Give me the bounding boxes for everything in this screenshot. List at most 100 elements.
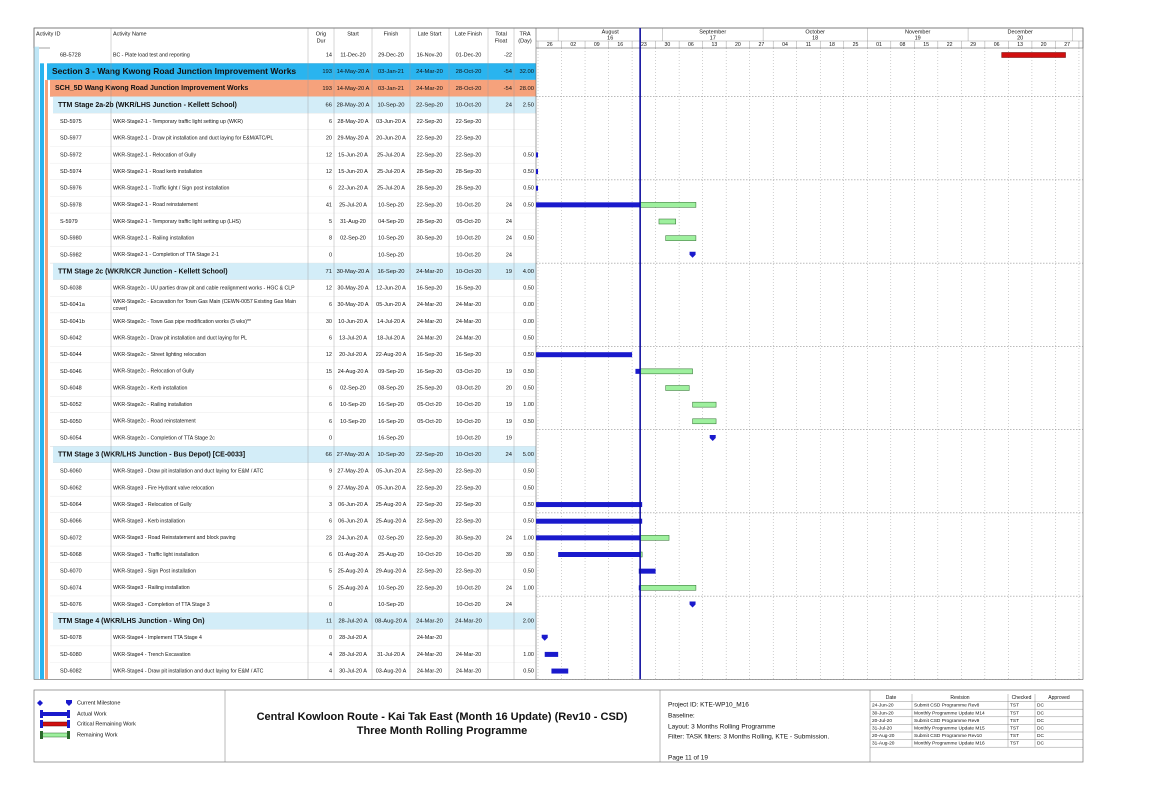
activity-name: WKR-Stage2c - Road reinstatement [113,419,196,425]
cell: 66 [326,102,332,108]
cell: 03-Oct-20 [456,385,480,391]
cell: 04-Sep-20 [378,219,404,225]
column-header: Dur [317,38,326,44]
cell: SD-6060 [60,469,82,475]
cell: 19 [506,369,512,375]
cell: 05-Oct-20 [417,402,441,408]
cell: 10-Oct-20 [456,419,480,425]
cell: 24 [506,585,512,591]
cell: 23 [326,535,332,541]
revision-cell: DC [1037,718,1044,724]
revision-cell: DC [1037,725,1044,731]
column-header: Start [347,31,359,37]
row-bg [50,396,536,413]
cell: SD-6038 [60,286,82,292]
cell: SD-6080 [60,652,82,658]
cell: 24-Mar-20 [416,619,443,625]
tree-strip [34,46,39,680]
cell: 0.50 [523,352,534,358]
actual-bar [635,368,641,374]
activity-name: BC - Plate load test and reporting [113,52,190,58]
cell: 08-Sep-20 [378,385,404,391]
cell: SD-6041a [60,302,86,308]
actual-bar [536,502,643,508]
cell: 30-May-20 A [337,286,369,292]
activity-name: WKR-Stage2c - UU parties draw pit and ca… [113,285,295,291]
revision-cell: Submit CSD Programme Rev8 [914,703,980,709]
cell: 3 [329,502,332,508]
cell: SD-6046 [60,369,82,375]
cell: 24-Mar-20 [417,302,442,308]
legend-icon [42,712,68,716]
cell: 10-Sep-20 [378,202,404,208]
actual-bar [536,152,538,158]
cell: 03-Oct-20 [456,369,480,375]
cell: SD-6062 [60,485,82,491]
legend-icon [37,700,43,706]
activity-name: Section 3 - Wang Kwong Road Junction Imp… [52,66,296,76]
cell: 29-May-20 A [337,136,369,142]
month-number: 17 [710,35,716,41]
cell: SD-6052 [60,402,82,408]
cell: 03-Jan-21 [378,86,404,92]
revision-cell: 31-Jul-20 [872,725,892,731]
cell: 39 [506,552,512,558]
activity-name: WKR-Stage3 - Relocation of Gully [113,502,192,508]
week-label: 20 [735,42,741,48]
revision-cell: TST [1010,718,1019,724]
cell: SD-5976 [60,186,82,192]
row-bg [50,129,536,147]
week-label: 09 [594,42,600,48]
milestone [689,251,696,258]
activity-name: WKR-Stage3 - Kerb installation [113,519,185,525]
column-header: (Day) [518,38,532,44]
cell: 24-Mar-20 [416,86,443,92]
remaining-bar [692,418,717,425]
cell: 31-Aug-20 [340,219,366,225]
revision-cell: DC [1037,733,1044,739]
cell: 24-Aug-20 A [338,369,369,375]
cell: 2.50 [523,102,534,108]
row-bg [50,163,536,180]
actual-bar [536,518,643,524]
activity-name: WKR-Stage2c - Kerb installation [113,385,188,391]
row-bg [50,146,536,164]
activity-name: WKR-Stage3 - Completion of TTA Stage 3 [113,602,210,608]
cell: SD-6074 [60,585,82,591]
cell: SD-6048 [60,385,82,391]
cell: 10-Oct-20 [456,452,482,458]
column-header: Activity ID [36,31,60,37]
revision-cell: 31-Aug-20 [872,741,895,747]
activity-name: WKR-Stage2-1 - Relocation of Gully [113,152,196,158]
page-number: Page 11 of 19 [668,755,708,762]
cell: 24-Mar-20 [417,652,442,658]
cell: 30-May-20 A [337,269,370,275]
cell: 05-Jun-20 A [376,485,406,491]
cell: 24-Mar-20 [416,269,443,275]
remaining-bar [639,368,693,375]
week-label: 18 [829,42,835,48]
cell: 25-Sep-20 [417,385,443,391]
cell: 12-Jun-20 A [376,286,406,292]
week-label: 30 [664,42,670,48]
cell: 0 [329,635,332,641]
legend-label: Actual Work [77,711,107,717]
actual-bar [558,552,641,557]
month-label: October [805,29,825,35]
week-label: 15 [923,42,929,48]
cell: 22-Sep-20 [456,119,482,125]
month-label: August [602,29,620,35]
actual-bar [536,352,633,358]
cell: 24-Mar-20 [456,336,481,342]
column-header: Finish [384,31,399,37]
cell: 06-Jun-20 A [338,502,368,508]
cell: 28-Sep-20 [417,169,443,175]
cell: 22-Sep-20 [417,502,443,508]
column-header: Late Finish [455,31,482,37]
activity-name: WKR-Stage2c - Excavation for Town Gas Ma… [113,299,296,312]
cell: 14-Jul-20 A [377,319,405,325]
cell: 01-Dec-20 [456,52,482,58]
column-header: Orig [316,31,326,37]
row-bg [50,379,536,397]
cell: 6 [329,336,332,342]
